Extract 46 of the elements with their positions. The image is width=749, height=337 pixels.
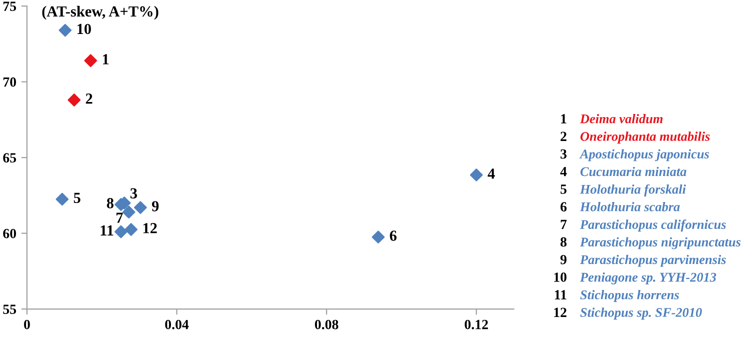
text: Parastichopus nigripunctatus bbox=[580, 237, 741, 250]
y-tick-label: 75 bbox=[3, 2, 16, 12]
text: 4 bbox=[560, 166, 567, 176]
text: Parastichopus californicus bbox=[580, 220, 726, 232]
text: 8 bbox=[560, 237, 567, 247]
annotation: 7 bbox=[116, 212, 123, 223]
annotation: 1 bbox=[102, 54, 109, 64]
annotation: 8 bbox=[106, 198, 114, 208]
text: 5 bbox=[560, 184, 566, 194]
text: 7 bbox=[560, 220, 567, 229]
annotation: 5 bbox=[74, 192, 80, 204]
annotation: 4 bbox=[488, 168, 495, 179]
text: 11 bbox=[554, 290, 566, 300]
y-tick-label: 65 bbox=[3, 153, 16, 163]
x-tick-label: 0.04 bbox=[165, 320, 189, 330]
y-tick-label: 70 bbox=[3, 77, 16, 87]
y-tick-label: 55 bbox=[3, 304, 16, 314]
text: Parastichopus parvimensis bbox=[580, 254, 726, 267]
text: Holothuria forskali bbox=[580, 184, 686, 196]
text: Stichopus horrens bbox=[580, 290, 679, 302]
text: Peniagone sp. YYH-2013 bbox=[580, 272, 716, 284]
text: 1 bbox=[561, 114, 566, 124]
text: Deima validum bbox=[580, 114, 663, 124]
annotation: 3 bbox=[130, 188, 138, 198]
text: 2 bbox=[560, 132, 566, 141]
annotation: 12 bbox=[143, 223, 157, 234]
text: Holothuria scabra bbox=[580, 202, 680, 212]
text: 6 bbox=[560, 202, 567, 212]
y-tick-label: 60 bbox=[3, 228, 16, 238]
text: 10 bbox=[554, 272, 566, 282]
annotation: 2 bbox=[86, 94, 92, 104]
text: Apostichopus japonicus bbox=[579, 149, 710, 162]
x-tick-label: 0 bbox=[24, 320, 30, 330]
text: Oneirophanta mutabilis bbox=[580, 132, 710, 144]
chart-title: (AT-skew, A+T%) bbox=[42, 6, 158, 20]
x-tick-label: 0.12 bbox=[464, 320, 488, 330]
annotation: 9 bbox=[152, 201, 159, 212]
text: Stichopus sp. SF-2010 bbox=[580, 308, 702, 320]
annotation: 10 bbox=[78, 24, 91, 34]
annotation: 11 bbox=[100, 225, 114, 236]
x-tick-label: 0.08 bbox=[314, 320, 338, 330]
text: Cucumaria miniata bbox=[580, 166, 686, 176]
text: 9 bbox=[560, 254, 566, 264]
text: 12 bbox=[554, 308, 566, 317]
annotation: 6 bbox=[390, 230, 397, 241]
text: 3 bbox=[560, 149, 567, 159]
